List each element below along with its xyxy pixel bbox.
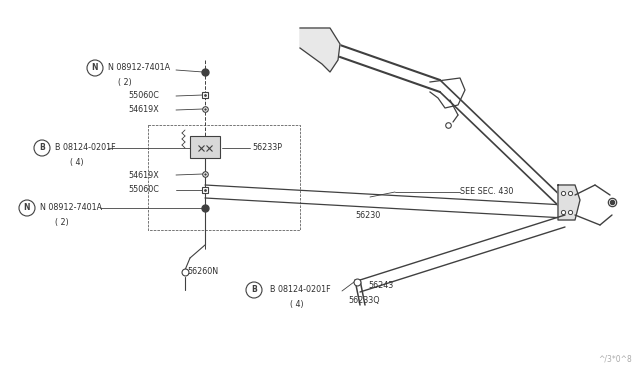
- Polygon shape: [558, 185, 580, 220]
- Text: 56233P: 56233P: [252, 144, 282, 153]
- Text: SEE SEC. 430: SEE SEC. 430: [460, 187, 513, 196]
- Text: 55060C: 55060C: [128, 92, 159, 100]
- Text: B 08124-0201F: B 08124-0201F: [55, 144, 116, 153]
- Text: B: B: [251, 285, 257, 295]
- Polygon shape: [300, 28, 340, 72]
- Text: 56260N: 56260N: [187, 266, 218, 276]
- Text: ( 2): ( 2): [118, 77, 132, 87]
- FancyBboxPatch shape: [190, 136, 220, 158]
- Text: 56243: 56243: [368, 280, 393, 289]
- Text: ( 2): ( 2): [55, 218, 68, 227]
- Text: 56233Q: 56233Q: [348, 296, 380, 305]
- Text: 54619X: 54619X: [128, 106, 159, 115]
- Text: 56230: 56230: [355, 211, 380, 219]
- Text: ^/3*0^8: ^/3*0^8: [598, 355, 632, 364]
- Text: N: N: [92, 64, 99, 73]
- Text: N 08912-7401A: N 08912-7401A: [40, 203, 102, 212]
- Text: B 08124-0201F: B 08124-0201F: [270, 285, 331, 295]
- Text: B: B: [39, 144, 45, 153]
- Text: N 08912-7401A: N 08912-7401A: [108, 64, 170, 73]
- Text: N: N: [24, 203, 30, 212]
- Text: ( 4): ( 4): [290, 301, 303, 310]
- Text: ( 4): ( 4): [70, 157, 84, 167]
- Text: 54619X: 54619X: [128, 170, 159, 180]
- Text: 55060C: 55060C: [128, 186, 159, 195]
